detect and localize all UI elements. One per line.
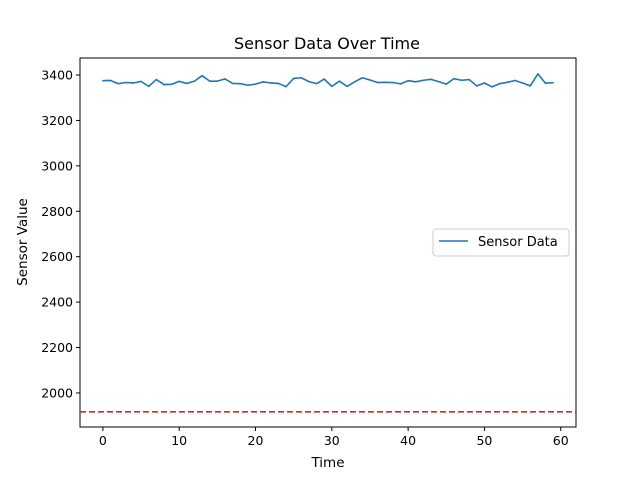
data-point [323,78,325,80]
data-point [521,82,524,84]
x-tick-label: 30 [324,433,340,448]
data-point [170,83,173,86]
legend-label: Sensor Data [478,235,558,250]
data-point [445,83,448,85]
data-point [384,81,387,84]
data-point [376,81,379,84]
data-point [437,80,440,83]
y-tick-label: 2400 [41,295,73,310]
data-point [132,82,135,84]
data-point [369,79,371,81]
data-point [529,85,532,87]
x-tick-label: 40 [400,433,416,448]
y-tick-label: 2800 [41,204,73,219]
y-tick-label: 3000 [41,158,73,173]
x-tick-label: 60 [553,433,569,448]
data-point [338,80,341,82]
data-point [514,79,516,82]
data-point [300,76,303,79]
data-point [483,82,486,84]
data-point [102,79,104,82]
y-tick-label: 3400 [41,68,73,83]
axes-frame [79,57,577,428]
data-point [453,77,455,80]
data-point [506,81,509,84]
data-point [208,80,211,82]
data-point [430,78,432,81]
data-point [399,83,402,85]
x-axis-label: Time [310,455,344,471]
x-tick-label: 20 [248,433,264,448]
x-tick-label: 50 [476,433,492,448]
data-point [392,81,394,84]
data-point [193,80,196,82]
data-point [346,85,348,88]
chart-title: Sensor Data Over Time [234,34,420,53]
data-point [552,81,554,84]
y-tick-label: 2600 [41,249,73,264]
y-tick-label: 2000 [41,385,73,400]
legend: Sensor Data [432,228,570,257]
data-point [315,82,318,85]
data-point [460,79,463,82]
data-point [117,82,119,85]
x-tick-label: 10 [171,433,187,448]
data-point [292,77,295,80]
y-axis-label: Sensor Value [15,198,31,286]
data-point [269,82,272,84]
data-point [247,84,249,87]
x-tick-label: 0 [99,433,107,448]
data-point [239,82,242,85]
data-point [277,82,280,85]
data-point [331,85,333,88]
data-point [414,81,417,83]
data-point [537,73,539,75]
data-point [308,80,310,83]
data-point [254,83,257,85]
data-point [353,81,356,83]
data-point [361,76,364,79]
data-point [285,85,287,88]
data-point [155,78,158,81]
data-point [231,82,234,85]
data-point [216,80,219,82]
data-point [109,79,112,82]
data-point [124,81,127,84]
legend-box [432,228,570,257]
data-point [163,83,165,86]
data-point [498,82,501,85]
data-point [422,79,425,82]
data-point [178,80,180,83]
data-point [224,78,226,80]
y-tick-label: 3200 [41,113,73,128]
data-point [476,85,478,87]
data-point [186,82,188,85]
data-point [262,81,264,83]
plot-area: 0 10 20 30 40 50 60 2000 2200 2400 2600 2800 3000 320… [41,57,577,448]
series-line-sensor-data [102,73,554,88]
y-tick-label: 2200 [41,340,73,355]
data-point [468,78,470,81]
data-point [491,86,493,88]
data-point [544,82,547,85]
data-point [407,79,409,82]
data-point [201,74,203,77]
data-point [147,85,150,88]
data-point [140,80,142,83]
